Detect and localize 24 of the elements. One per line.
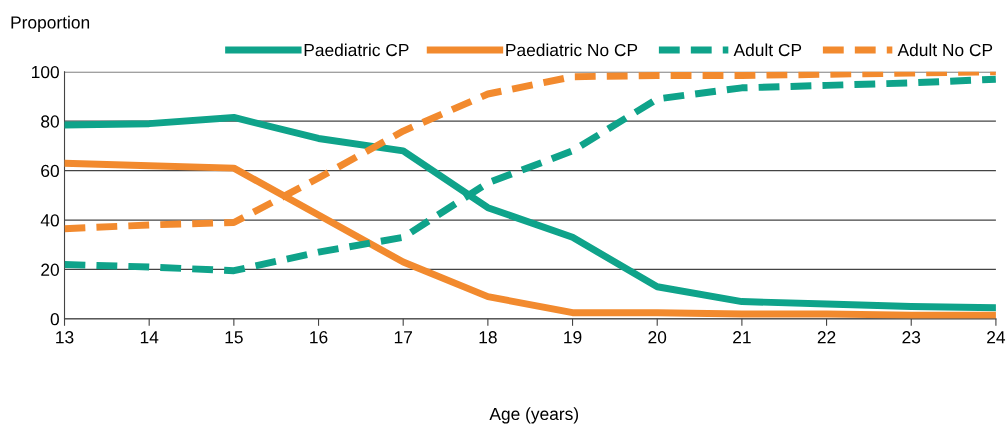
- x-tick-label: 13: [56, 331, 74, 344]
- y-tick-label: 20: [41, 263, 59, 276]
- x-tick-label: 21: [733, 331, 751, 344]
- x-tick-label: 15: [225, 331, 243, 344]
- x-tick-label: 17: [394, 331, 412, 344]
- x-tick-label: 16: [310, 331, 328, 344]
- x-axis-title: Age (years): [489, 407, 579, 424]
- x-tick-label: 14: [140, 331, 159, 344]
- y-tick-label: 40: [40, 214, 59, 227]
- x-tick-label: 24: [987, 331, 1006, 344]
- y-axis-title: Proportion: [11, 15, 90, 33]
- y-tick-label: 80: [41, 115, 59, 128]
- y-tick-label: 60: [41, 164, 59, 178]
- legend-label: Adult No CP: [897, 43, 993, 57]
- legend-label: Paediatric CP: [304, 43, 409, 57]
- y-tick-label: 100: [32, 65, 59, 79]
- x-tick-label: 18: [479, 331, 497, 344]
- legend-label: Paediatric No CP: [506, 43, 638, 57]
- y-tick-label: 0: [50, 313, 59, 326]
- legend-label: Adult CP: [733, 43, 802, 57]
- x-tick-label: 23: [902, 331, 921, 344]
- x-tick-label: 22: [817, 331, 836, 344]
- x-tick-label: 19: [564, 331, 582, 344]
- x-tick-label: 20: [648, 331, 667, 344]
